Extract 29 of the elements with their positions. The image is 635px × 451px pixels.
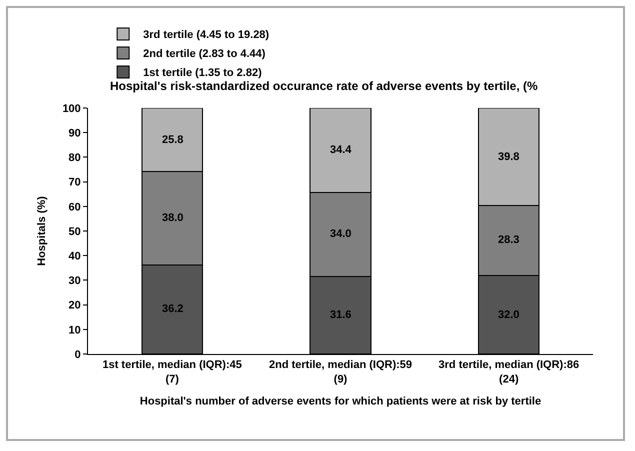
- x-tick-label: 1st tertile, median (IQR):45 (7): [102, 359, 242, 386]
- data-label: 28.3: [498, 234, 520, 246]
- data-label: 36.2: [162, 303, 184, 315]
- data-label: 34.4: [330, 144, 352, 156]
- legend-title: Hospital's risk-standardized occurance rate of adverse events by tertile, (%: [110, 79, 538, 93]
- legend-label: 3rd tertile (4.45 to 19.28): [143, 29, 270, 42]
- y-tick-label: 30: [68, 275, 81, 288]
- y-tick-label: 40: [68, 250, 81, 262]
- y-tick-label: 70: [68, 176, 81, 189]
- y-tick-label: 0: [74, 348, 81, 361]
- data-label: 39.8: [498, 151, 520, 163]
- y-tick-label: 20: [68, 300, 81, 312]
- data-label: 38.0: [162, 212, 184, 224]
- x-axis-title: Hospital's number of adverse events for which patients were at risk by tertile: [140, 396, 542, 408]
- y-tick-label: 100: [62, 102, 81, 115]
- y-tick-label: 50: [68, 226, 81, 238]
- data-label: 31.6: [330, 309, 352, 321]
- y-tick-label: 80: [68, 152, 81, 164]
- data-label: 34.0: [330, 228, 352, 240]
- x-tick-label: 2nd tertile, median (IQR):59 (9): [268, 359, 412, 386]
- data-label: 32.0: [498, 309, 520, 321]
- data-label: 25.8: [162, 134, 184, 146]
- legend-label: 1st tertile (1.35 to 2.82): [143, 67, 262, 80]
- legend-label: 2nd tertile (2.83 to 4.44): [143, 48, 266, 60]
- x-tick-label: 3rd tertile, median (IQR):86 (24): [438, 359, 580, 386]
- y-tick-label: 90: [68, 127, 81, 140]
- y-axis-title: Hospitals (%): [36, 196, 48, 266]
- y-tick-label: 60: [68, 201, 81, 214]
- y-tick-label: 10: [68, 324, 81, 336]
